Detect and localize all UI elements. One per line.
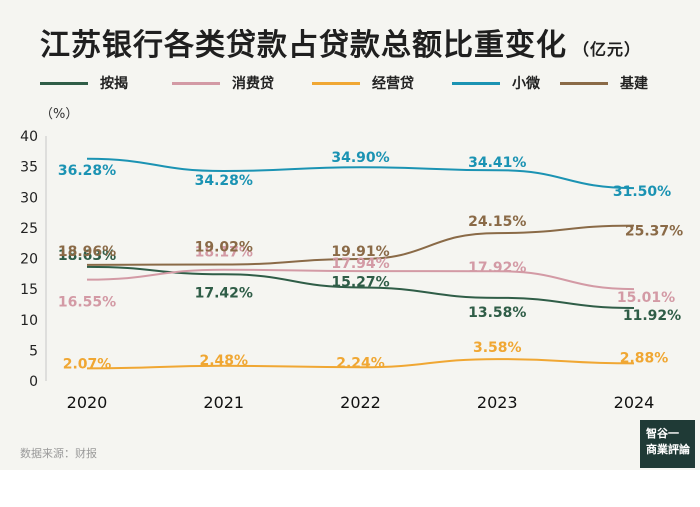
legend-swatch-business — [312, 81, 360, 85]
series-line-micro — [86, 157, 635, 190]
data-label-micro: 31.50% — [613, 184, 671, 200]
data-label-mortgage: 11.92% — [623, 308, 681, 324]
data-label-consumer: 17.92% — [468, 260, 526, 276]
data-label-infrastructure: 25.37% — [625, 224, 683, 240]
data-label-mortgage: 15.27% — [331, 274, 389, 290]
y-axis-unit: （%） — [40, 107, 78, 122]
legend-label-business: 经营贷 — [372, 76, 414, 92]
logo-line-1: 智谷一 — [646, 427, 679, 440]
data-label-business: 3.58% — [473, 340, 522, 356]
data-label-infrastructure: 18.96% — [58, 244, 116, 260]
series-line-business — [86, 358, 635, 370]
data-label-consumer: 15.01% — [617, 290, 675, 306]
data-label-infrastructure: 19.02% — [195, 240, 253, 256]
legend-swatch-mortgage — [40, 81, 88, 85]
legend-label-mortgage: 按揭 — [100, 76, 128, 92]
y-tick-label: 15 — [20, 282, 38, 298]
y-tick-label: 40 — [20, 129, 38, 145]
y-tick-label: 35 — [20, 160, 38, 176]
legend-item-business: 经营贷 — [312, 72, 414, 94]
title-unit: （亿元） — [573, 40, 642, 59]
data-label-business: 2.24% — [336, 355, 385, 371]
y-tick-label: 20 — [20, 252, 38, 268]
data-label-business: 2.48% — [199, 353, 248, 369]
data-label-micro: 34.90% — [331, 150, 389, 166]
line-chart: （%） 0 5 10 15 20 25 30 35 40 2020 2021 2022 2023 2024 1… — [20, 107, 683, 412]
data-label-consumer: 16.55% — [58, 295, 116, 311]
y-tick-label: 25 — [20, 221, 38, 237]
data-label-business: 2.88% — [620, 350, 669, 366]
legend-swatch-consumer — [172, 81, 220, 85]
y-tick-label: 30 — [20, 190, 38, 206]
x-tick-label: 2021 — [203, 393, 244, 412]
title-text: 江苏银行各类贷款占贷款总额比重变化 — [40, 28, 567, 63]
data-label-infrastructure: 19.91% — [331, 244, 389, 260]
legend-label-infrastructure: 基建 — [620, 76, 648, 92]
publisher-logo: 智谷一 商業評論 — [640, 420, 695, 468]
y-tick-label: 10 — [20, 313, 38, 329]
data-label-consumer: 18.17% — [195, 245, 253, 261]
legend-label-consumer: 消费贷 — [232, 76, 274, 92]
data-label-micro: 36.28% — [58, 163, 116, 179]
x-tick-label: 2024 — [614, 393, 655, 412]
data-label-infrastructure: 24.15% — [468, 214, 526, 230]
legend-swatch-micro — [452, 81, 500, 85]
data-label-consumer: 17.94% — [331, 256, 389, 272]
series-line-infrastructure — [86, 224, 635, 266]
data-label-mortgage: 17.42% — [195, 285, 253, 301]
legend-item-mortgage: 按揭 — [40, 72, 128, 94]
data-label-micro: 34.28% — [195, 173, 253, 189]
chart-title: 江苏银行各类贷款占贷款总额比重变化 （亿元） — [40, 20, 641, 64]
y-tick-label: 5 — [29, 343, 38, 359]
legend-item-micro: 小微 — [452, 72, 540, 94]
legend-swatch-infrastructure — [560, 81, 608, 85]
logo-line-2: 商業評論 — [646, 443, 690, 456]
chart-page: 江苏银行各类贷款占贷款总额比重变化 （亿元） 按揭 消费贷 经营贷 小微 基建 （… — [0, 0, 700, 470]
legend-item-consumer: 消费贷 — [172, 72, 274, 94]
data-label-business: 2.07% — [63, 356, 112, 372]
y-tick-label: 0 — [29, 374, 38, 390]
legend-item-infrastructure: 基建 — [560, 72, 648, 94]
series-line-consumer — [86, 268, 635, 291]
data-label-micro: 34.41% — [468, 155, 526, 171]
x-tick-label: 2023 — [477, 393, 518, 412]
source-note: 数据来源：财报 — [20, 447, 97, 460]
data-label-mortgage: 13.58% — [468, 305, 526, 321]
x-tick-label: 2022 — [340, 393, 381, 412]
legend-label-micro: 小微 — [512, 76, 540, 92]
x-tick-label: 2020 — [67, 393, 108, 412]
data-label-mortgage: 18.63% — [58, 248, 116, 264]
legend: 按揭 消费贷 经营贷 小微 基建 — [40, 72, 680, 94]
